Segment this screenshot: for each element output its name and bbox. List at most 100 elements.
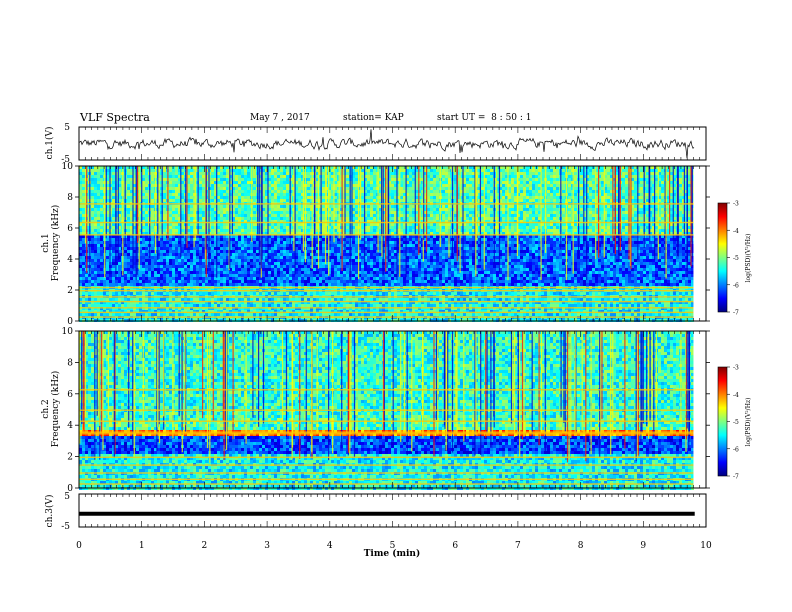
spectrogram-cell xyxy=(286,235,289,238)
spectrogram-cell xyxy=(229,220,232,223)
spectrogram-cell xyxy=(79,172,82,175)
spectrogram-cell xyxy=(247,196,250,199)
spectrogram-cell xyxy=(172,172,175,175)
spectrogram-cell xyxy=(106,217,109,220)
spectrogram-cell xyxy=(400,199,403,202)
spectrogram-cell xyxy=(658,214,661,217)
spectrogram-cell xyxy=(433,199,436,202)
spectrogram-cell xyxy=(613,166,616,169)
spectrogram-cell xyxy=(622,193,625,196)
spectrogram-cell xyxy=(133,211,136,214)
spectrogram-cell xyxy=(571,217,574,220)
spectrogram-cell xyxy=(598,232,601,235)
spectrogram-cell xyxy=(583,235,586,238)
spectrogram-cell xyxy=(481,199,484,202)
spectrogram-cell xyxy=(625,205,628,208)
spectrogram-cell xyxy=(445,214,448,217)
spectrogram-cell xyxy=(400,190,403,193)
spectrogram-cell xyxy=(139,166,142,169)
spectrogram-cell xyxy=(430,175,433,178)
spectrogram-cell xyxy=(580,187,583,190)
spectrogram-cell xyxy=(271,217,274,220)
spectrogram-cell xyxy=(379,190,382,193)
spectrogram-cell xyxy=(364,211,367,214)
spectrogram-cell xyxy=(139,226,142,229)
spectrogram-cell xyxy=(541,181,544,184)
spectrogram-cell xyxy=(598,226,601,229)
spectrogram-cell xyxy=(265,205,268,208)
spectrogram-cell xyxy=(658,190,661,193)
spectrogram-cell xyxy=(466,223,469,226)
spectrogram-cell xyxy=(190,196,193,199)
spectrogram-cell xyxy=(331,190,334,193)
spectrogram-cell xyxy=(454,184,457,187)
spectrogram-cell xyxy=(556,196,559,199)
spectrogram-cell xyxy=(607,232,610,235)
spectrogram-cell xyxy=(145,232,148,235)
spectrogram-cell xyxy=(613,214,616,217)
spectrogram-cell xyxy=(262,175,265,178)
spectrogram-cell xyxy=(490,214,493,217)
spectrogram-cell xyxy=(271,235,274,238)
spectrogram-cell xyxy=(202,238,205,241)
spectrogram-cell xyxy=(496,205,499,208)
spectrogram-cell xyxy=(232,190,235,193)
spectrogram-cell xyxy=(244,223,247,226)
spectrogram-cell xyxy=(670,166,673,169)
spectrogram-cell xyxy=(118,238,121,241)
spectrogram-cell xyxy=(262,208,265,211)
spectrogram-cell xyxy=(202,193,205,196)
spectrogram-cell xyxy=(589,214,592,217)
spectrogram-cell xyxy=(178,229,181,232)
spectrogram-cell xyxy=(457,199,460,202)
spectrogram-cell xyxy=(415,193,418,196)
spectrogram-cell xyxy=(190,169,193,172)
spectrogram-cell xyxy=(139,220,142,223)
spectrogram-cell xyxy=(568,196,571,199)
spectrogram-cell xyxy=(550,178,553,181)
spectrogram-cell xyxy=(520,184,523,187)
spectrogram-cell xyxy=(499,235,502,238)
spectrogram-cell xyxy=(562,205,565,208)
spectrogram-cell xyxy=(406,190,409,193)
spectrogram-cell xyxy=(217,184,220,187)
spectrogram-cell xyxy=(139,169,142,172)
spectrogram-cell xyxy=(100,220,103,223)
spectrogram-cell xyxy=(226,217,229,220)
spectrogram-cell xyxy=(454,223,457,226)
spectrogram-cell xyxy=(172,220,175,223)
spectrogram-cell xyxy=(271,205,274,208)
spectrogram-cell xyxy=(442,193,445,196)
spectrogram-cell xyxy=(241,178,244,181)
spectrogram-cell xyxy=(358,190,361,193)
spectrogram-cell xyxy=(592,217,595,220)
spectrogram-cell xyxy=(541,199,544,202)
spectrogram-cell xyxy=(607,172,610,175)
spectrogram-cell xyxy=(169,220,172,223)
spectrogram-cell xyxy=(151,214,154,217)
spectrogram-cell xyxy=(634,169,637,172)
spectrogram-cell xyxy=(622,229,625,232)
spectrogram-cell xyxy=(490,205,493,208)
spectrogram-cell xyxy=(241,184,244,187)
spectrogram-cell xyxy=(271,226,274,229)
spectrogram-cell xyxy=(118,187,121,190)
spectrogram-cell xyxy=(298,208,301,211)
spectrogram-cell xyxy=(478,181,481,184)
spectrogram-cell xyxy=(613,172,616,175)
spectrogram-cell xyxy=(655,214,658,217)
spectrogram-cell xyxy=(499,172,502,175)
spectrogram-cell xyxy=(301,193,304,196)
spectrogram-cell xyxy=(424,193,427,196)
spectrogram-cell xyxy=(532,196,535,199)
spectrogram-cell xyxy=(523,217,526,220)
spectrogram-cell xyxy=(529,172,532,175)
spectrogram-cell xyxy=(532,208,535,211)
spectrogram-cell xyxy=(397,175,400,178)
spectrogram-cell xyxy=(241,190,244,193)
spectrogram-cell xyxy=(361,214,364,217)
spectrogram-cell xyxy=(514,193,517,196)
spectrogram-cell xyxy=(508,190,511,193)
spectrogram-cell xyxy=(424,181,427,184)
spectrogram-cell xyxy=(100,181,103,184)
